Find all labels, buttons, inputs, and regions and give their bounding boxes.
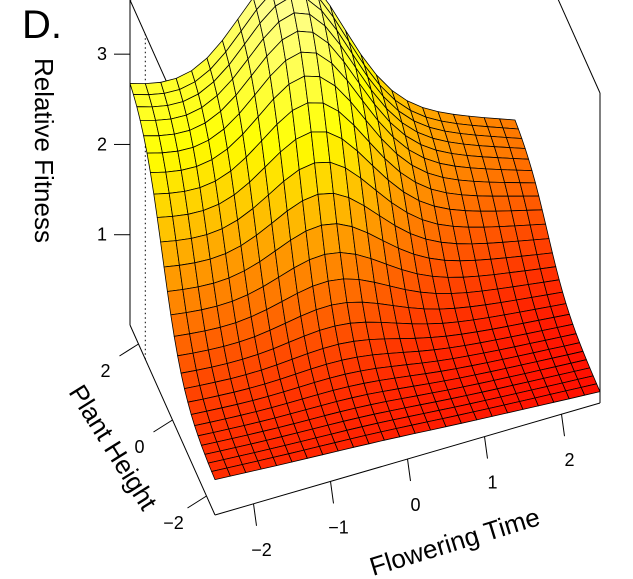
- surface-facet: [536, 252, 557, 270]
- x-tick: [253, 503, 257, 526]
- y-tick-label: 2: [100, 361, 110, 381]
- y-tick-label: 0: [134, 437, 144, 457]
- box-edge-right-top: [557, 0, 601, 94]
- surface-facet: [509, 147, 529, 160]
- surface-facet: [516, 169, 536, 184]
- x-tick: [484, 436, 488, 459]
- fitness-surface: [129, 0, 601, 481]
- surface-facet: [533, 238, 553, 256]
- z-tick-label: 1: [97, 225, 107, 245]
- surface-facet: [523, 195, 543, 211]
- x-tick-label: 1: [487, 473, 497, 493]
- x-tick-label: −2: [251, 540, 272, 560]
- x-tick: [330, 481, 334, 504]
- surface-facet: [519, 182, 540, 197]
- panel-label: D.: [22, 3, 62, 47]
- y-axis-title: Plant Height: [63, 379, 164, 516]
- axis-ticks: −2 −1 0 1 2 −2 0 2 1 2 3: [97, 44, 575, 560]
- surface-facet: [526, 209, 546, 226]
- x-tick-label: −1: [328, 517, 349, 537]
- z-axis-title: Relative Fitness: [29, 58, 59, 243]
- y-tick-label: −2: [163, 513, 184, 533]
- y-tick: [187, 495, 207, 509]
- surface-facet: [529, 223, 550, 241]
- x-axis-title: Flowering Time: [366, 502, 543, 579]
- surface-facet: [502, 127, 523, 139]
- surface-facet: [512, 158, 533, 172]
- y-tick: [119, 343, 139, 357]
- y-tick: [153, 419, 173, 433]
- x-tick-label: 2: [564, 450, 574, 470]
- surface-facet: [505, 137, 526, 149]
- z-tick-label: 2: [97, 134, 107, 154]
- x-tick-label: 0: [410, 495, 420, 515]
- x-tick: [407, 458, 411, 482]
- surface-facet: [580, 383, 601, 396]
- z-tick-label: 3: [97, 44, 107, 64]
- surface-facet: [253, 0, 266, 11]
- x-tick: [561, 414, 565, 437]
